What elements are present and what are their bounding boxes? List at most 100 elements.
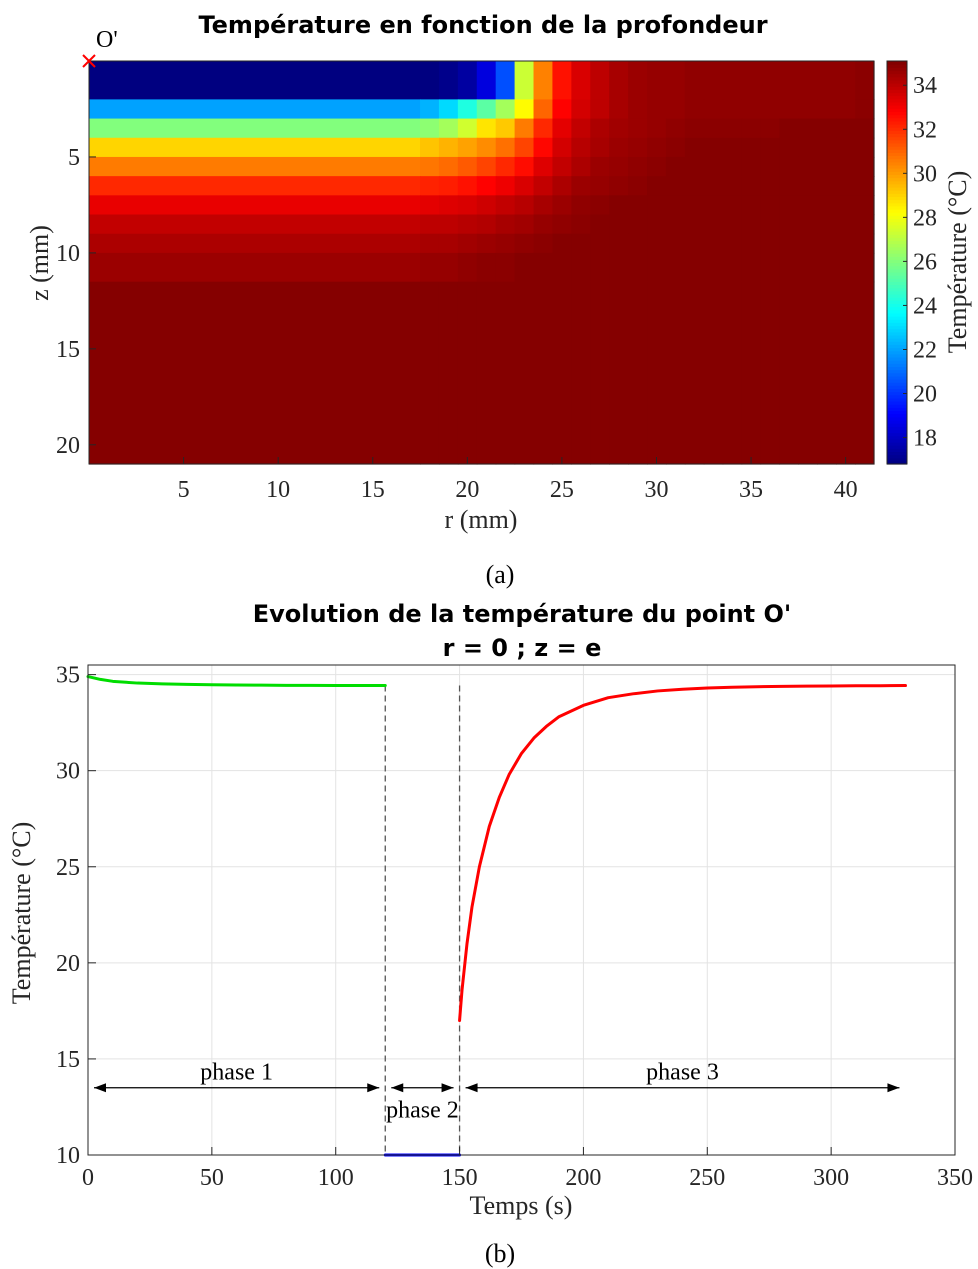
colorbar-segment bbox=[887, 139, 907, 144]
colorbar-segment bbox=[887, 208, 907, 213]
heatmap-cell bbox=[89, 281, 421, 465]
heatmap-cell bbox=[647, 176, 667, 196]
heatmap-cell bbox=[722, 233, 743, 254]
heatmap-cell bbox=[552, 233, 572, 254]
colorbar-segment bbox=[887, 142, 907, 147]
colorbar-segment bbox=[887, 212, 907, 216]
heatmap-cell bbox=[420, 214, 440, 235]
colorbar-segment bbox=[887, 89, 907, 94]
heatmap-cell bbox=[647, 99, 667, 120]
heatmap-cell bbox=[760, 61, 781, 100]
heatmap-cell bbox=[760, 214, 781, 235]
heatmap-cell bbox=[571, 61, 591, 100]
heatmap-cell bbox=[420, 195, 440, 216]
line-chart-x-tick-label: 50 bbox=[200, 1165, 224, 1191]
colorbar-segment bbox=[887, 429, 907, 434]
heatmap-cell bbox=[703, 61, 724, 100]
heatmap-cell bbox=[665, 99, 686, 120]
heatmap-cell bbox=[684, 233, 705, 254]
heatmap-cell bbox=[665, 281, 686, 465]
colorbar-segment bbox=[887, 275, 907, 279]
heatmap-y-tick-label: 15 bbox=[56, 337, 80, 363]
colorbar-segment bbox=[887, 146, 907, 150]
heatmap-cell bbox=[495, 195, 516, 216]
heatmap-cell bbox=[855, 137, 875, 158]
heatmap-cell bbox=[476, 61, 497, 100]
colorbar-segment bbox=[887, 108, 907, 112]
colorbar-segment bbox=[887, 262, 907, 267]
line-chart-y-tick-label: 20 bbox=[56, 951, 80, 977]
heatmap-cell bbox=[457, 61, 478, 100]
heatmap-cell bbox=[420, 176, 440, 196]
heatmap-cell bbox=[703, 176, 724, 196]
heatmap-x-tick-label: 30 bbox=[644, 477, 668, 503]
colorbar-segment bbox=[887, 70, 907, 75]
heatmap-cell bbox=[420, 118, 440, 139]
colorbar-segment bbox=[887, 221, 907, 226]
colorbar-segment bbox=[887, 243, 907, 248]
heatmap-cell bbox=[798, 99, 818, 120]
colorbar-segment bbox=[887, 193, 907, 197]
colorbar-segment bbox=[887, 95, 907, 100]
heatmap-cell bbox=[476, 99, 497, 120]
colorbar-segment bbox=[887, 249, 907, 254]
heatmap-cell bbox=[836, 214, 856, 235]
heatmap-cell bbox=[817, 252, 837, 283]
colorbar-label: Température (°C) bbox=[943, 171, 972, 354]
colorbar-segment bbox=[887, 101, 907, 106]
heatmap-cell bbox=[89, 195, 421, 216]
heatmap-cell bbox=[533, 176, 554, 196]
heatmap-cell bbox=[609, 195, 629, 216]
heatmap-cell bbox=[647, 61, 667, 100]
colorbar-tick-label: 30 bbox=[913, 161, 937, 187]
heatmap-cell bbox=[571, 99, 591, 120]
heatmap-cell bbox=[457, 156, 478, 177]
heatmap-cell bbox=[684, 195, 705, 216]
phase-label: phase 3 bbox=[646, 1060, 719, 1086]
heatmap-cell bbox=[590, 281, 610, 465]
colorbar-segment bbox=[887, 426, 907, 430]
heatmap-cell bbox=[476, 252, 497, 283]
heatmap-cell bbox=[609, 214, 629, 235]
heatmap-cell bbox=[590, 156, 610, 177]
heatmap-cell bbox=[533, 99, 554, 120]
colorbar bbox=[887, 61, 907, 465]
colorbar-segment bbox=[887, 316, 907, 320]
line-chart-y-tick-label: 10 bbox=[56, 1143, 80, 1169]
heatmap-cell bbox=[420, 233, 440, 254]
heatmap-cell bbox=[476, 137, 497, 158]
heatmap-cell bbox=[533, 195, 554, 216]
heatmap-cell bbox=[817, 233, 837, 254]
heatmap-cell bbox=[684, 176, 705, 196]
heatmap-cell bbox=[514, 233, 535, 254]
heatmap-cell bbox=[665, 156, 686, 177]
heatmap-cell bbox=[836, 61, 856, 100]
heatmap-cell bbox=[609, 156, 629, 177]
heatmap-cell bbox=[457, 195, 478, 216]
colorbar-segment bbox=[887, 325, 907, 330]
heatmap-cell bbox=[476, 233, 497, 254]
heatmap-x-tick-label: 25 bbox=[550, 477, 574, 503]
heatmap-cell bbox=[647, 118, 667, 139]
colorbar-tick-label: 26 bbox=[913, 249, 937, 275]
heatmap-cell bbox=[647, 233, 667, 254]
colorbar-segment bbox=[887, 215, 907, 220]
heatmap-cell bbox=[703, 137, 724, 158]
colorbar-segment bbox=[887, 416, 907, 421]
colorbar-segment bbox=[887, 401, 907, 405]
heatmap-cell bbox=[684, 214, 705, 235]
heatmap-cell bbox=[798, 214, 818, 235]
heatmap-cell bbox=[836, 118, 856, 139]
heatmap-cell bbox=[495, 252, 516, 283]
heatmap-cell bbox=[779, 214, 799, 235]
heatmap-cell bbox=[703, 195, 724, 216]
colorbar-tick-label: 28 bbox=[913, 205, 937, 231]
heatmap-cell bbox=[438, 118, 459, 139]
heatmap-cell bbox=[438, 252, 459, 283]
colorbar-segment bbox=[887, 451, 907, 456]
heatmap-cell bbox=[514, 176, 535, 196]
colorbar-segment bbox=[887, 168, 907, 172]
colorbar-segment bbox=[887, 105, 907, 109]
colorbar-segment bbox=[887, 83, 907, 87]
arrow-head bbox=[391, 1083, 404, 1093]
